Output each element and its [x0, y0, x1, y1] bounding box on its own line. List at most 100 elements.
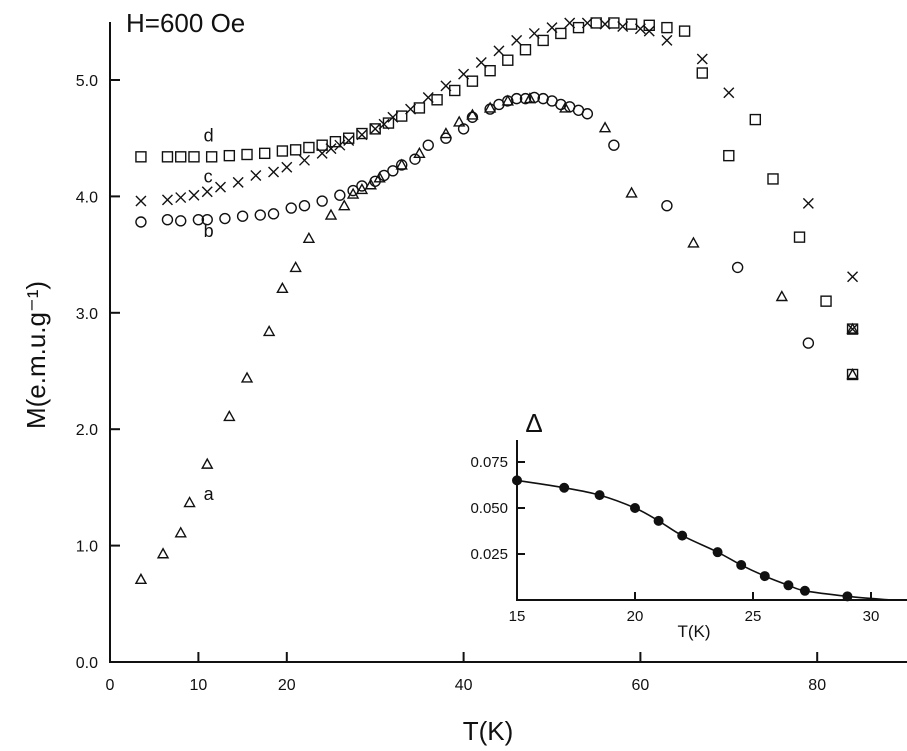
data-point-d — [466, 75, 479, 87]
data-point-a — [355, 182, 369, 195]
data-point-a — [439, 127, 453, 139]
inset-x-tick-label: 30 — [863, 608, 880, 625]
inset-data-point — [712, 547, 723, 558]
data-point-d — [767, 173, 779, 185]
x-axis-title: T(K) — [463, 716, 514, 746]
data-point-d — [205, 151, 218, 163]
inset-x-axis-title: T(K) — [677, 622, 710, 641]
data-point-b — [219, 212, 231, 225]
data-point-a — [346, 187, 360, 199]
data-point-b — [608, 139, 620, 151]
data-point-a — [625, 186, 638, 198]
inset-data-point — [559, 482, 570, 493]
data-point-a — [223, 409, 236, 422]
inset-data-point — [512, 475, 522, 486]
inset-fit-curve — [516, 479, 890, 601]
data-point-d — [696, 67, 708, 79]
data-point-c — [847, 323, 859, 335]
data-point-b — [457, 123, 470, 135]
data-point-d — [643, 19, 655, 31]
data-point-a — [846, 322, 859, 334]
data-point-c — [268, 166, 280, 178]
data-point-b — [285, 202, 297, 214]
data-point-b — [440, 132, 452, 144]
inset-y-axis: 0.025 0.050 0.075 — [470, 454, 525, 563]
data-point-a — [466, 108, 479, 120]
main-plot-markers — [134, 17, 859, 585]
inset-title: Δ — [525, 408, 542, 438]
data-point-a — [134, 572, 148, 585]
data-point-a — [338, 199, 351, 211]
data-point-d — [396, 110, 408, 122]
inset-data-point — [736, 560, 747, 571]
data-point-b — [347, 184, 359, 197]
data-point-d — [382, 117, 395, 129]
data-point-d — [449, 84, 461, 97]
data-point-b — [298, 200, 311, 212]
series-b — [135, 91, 815, 349]
data-point-d — [356, 127, 368, 140]
data-point-c — [643, 25, 655, 37]
data-point-a — [775, 290, 789, 302]
x-tick-label: 80 — [808, 677, 826, 694]
y-tick-label: 4.0 — [76, 189, 98, 206]
inset-y-tick-label: 0.075 — [470, 454, 508, 471]
data-point-a — [501, 94, 514, 106]
data-point-b — [409, 153, 421, 165]
data-point-c — [511, 34, 523, 46]
data-point-b — [387, 165, 399, 177]
data-point-a — [523, 92, 537, 104]
data-point-d — [289, 144, 302, 156]
data-point-c — [135, 195, 147, 207]
data-point-a — [289, 260, 302, 273]
data-point-a — [846, 368, 859, 380]
data-point-d — [661, 21, 673, 34]
data-point-b — [731, 261, 744, 274]
data-point-c — [723, 87, 735, 99]
data-point-d — [519, 44, 532, 56]
data-point-a — [276, 281, 289, 294]
data-point-b — [236, 210, 249, 222]
data-point-d — [175, 151, 187, 163]
inset-x-tick-label: 15 — [509, 608, 526, 625]
inset-data-point — [783, 580, 794, 591]
main-y-axis: 0.0 1.0 2.0 3.0 4.0 5.0 — [76, 73, 120, 672]
data-point-d — [161, 151, 174, 163]
series-a — [134, 92, 859, 585]
data-point-a — [262, 324, 276, 337]
data-point-a — [201, 457, 214, 469]
curve-label-c: c — [204, 166, 213, 186]
data-point-b — [466, 111, 479, 123]
data-point-b — [201, 213, 213, 226]
data-point-b — [510, 92, 523, 105]
data-point-a — [174, 526, 187, 538]
inset-plot-markers — [512, 475, 853, 602]
data-point-d — [572, 21, 585, 34]
data-point-a — [483, 101, 497, 113]
inset-axes — [516, 440, 907, 601]
inset-y-tick-label: 0.025 — [470, 546, 508, 563]
data-point-a — [183, 496, 196, 508]
data-point-d — [723, 149, 735, 162]
data-point-c — [201, 186, 213, 198]
inset-data-point — [799, 585, 810, 596]
curve-label-a: a — [204, 484, 215, 504]
data-point-d — [135, 151, 147, 163]
data-point-a — [598, 121, 612, 133]
data-point-b — [422, 139, 434, 151]
data-point-c — [661, 34, 673, 46]
data-point-d — [608, 17, 620, 29]
data-point-d — [820, 295, 832, 307]
data-point-b — [528, 91, 541, 104]
main-axes — [109, 22, 907, 663]
x-tick-label: 40 — [455, 677, 473, 694]
main-x-axis: 0 10 20 40 60 80 — [106, 652, 826, 694]
data-point-d — [793, 231, 806, 243]
data-point-d — [846, 323, 859, 335]
x-tick-label: 60 — [632, 677, 650, 694]
data-point-c — [298, 154, 310, 166]
data-point-d — [590, 17, 602, 29]
y-tick-label: 3.0 — [76, 306, 98, 323]
data-point-b — [254, 209, 266, 221]
x-tick-label: 20 — [278, 677, 296, 694]
